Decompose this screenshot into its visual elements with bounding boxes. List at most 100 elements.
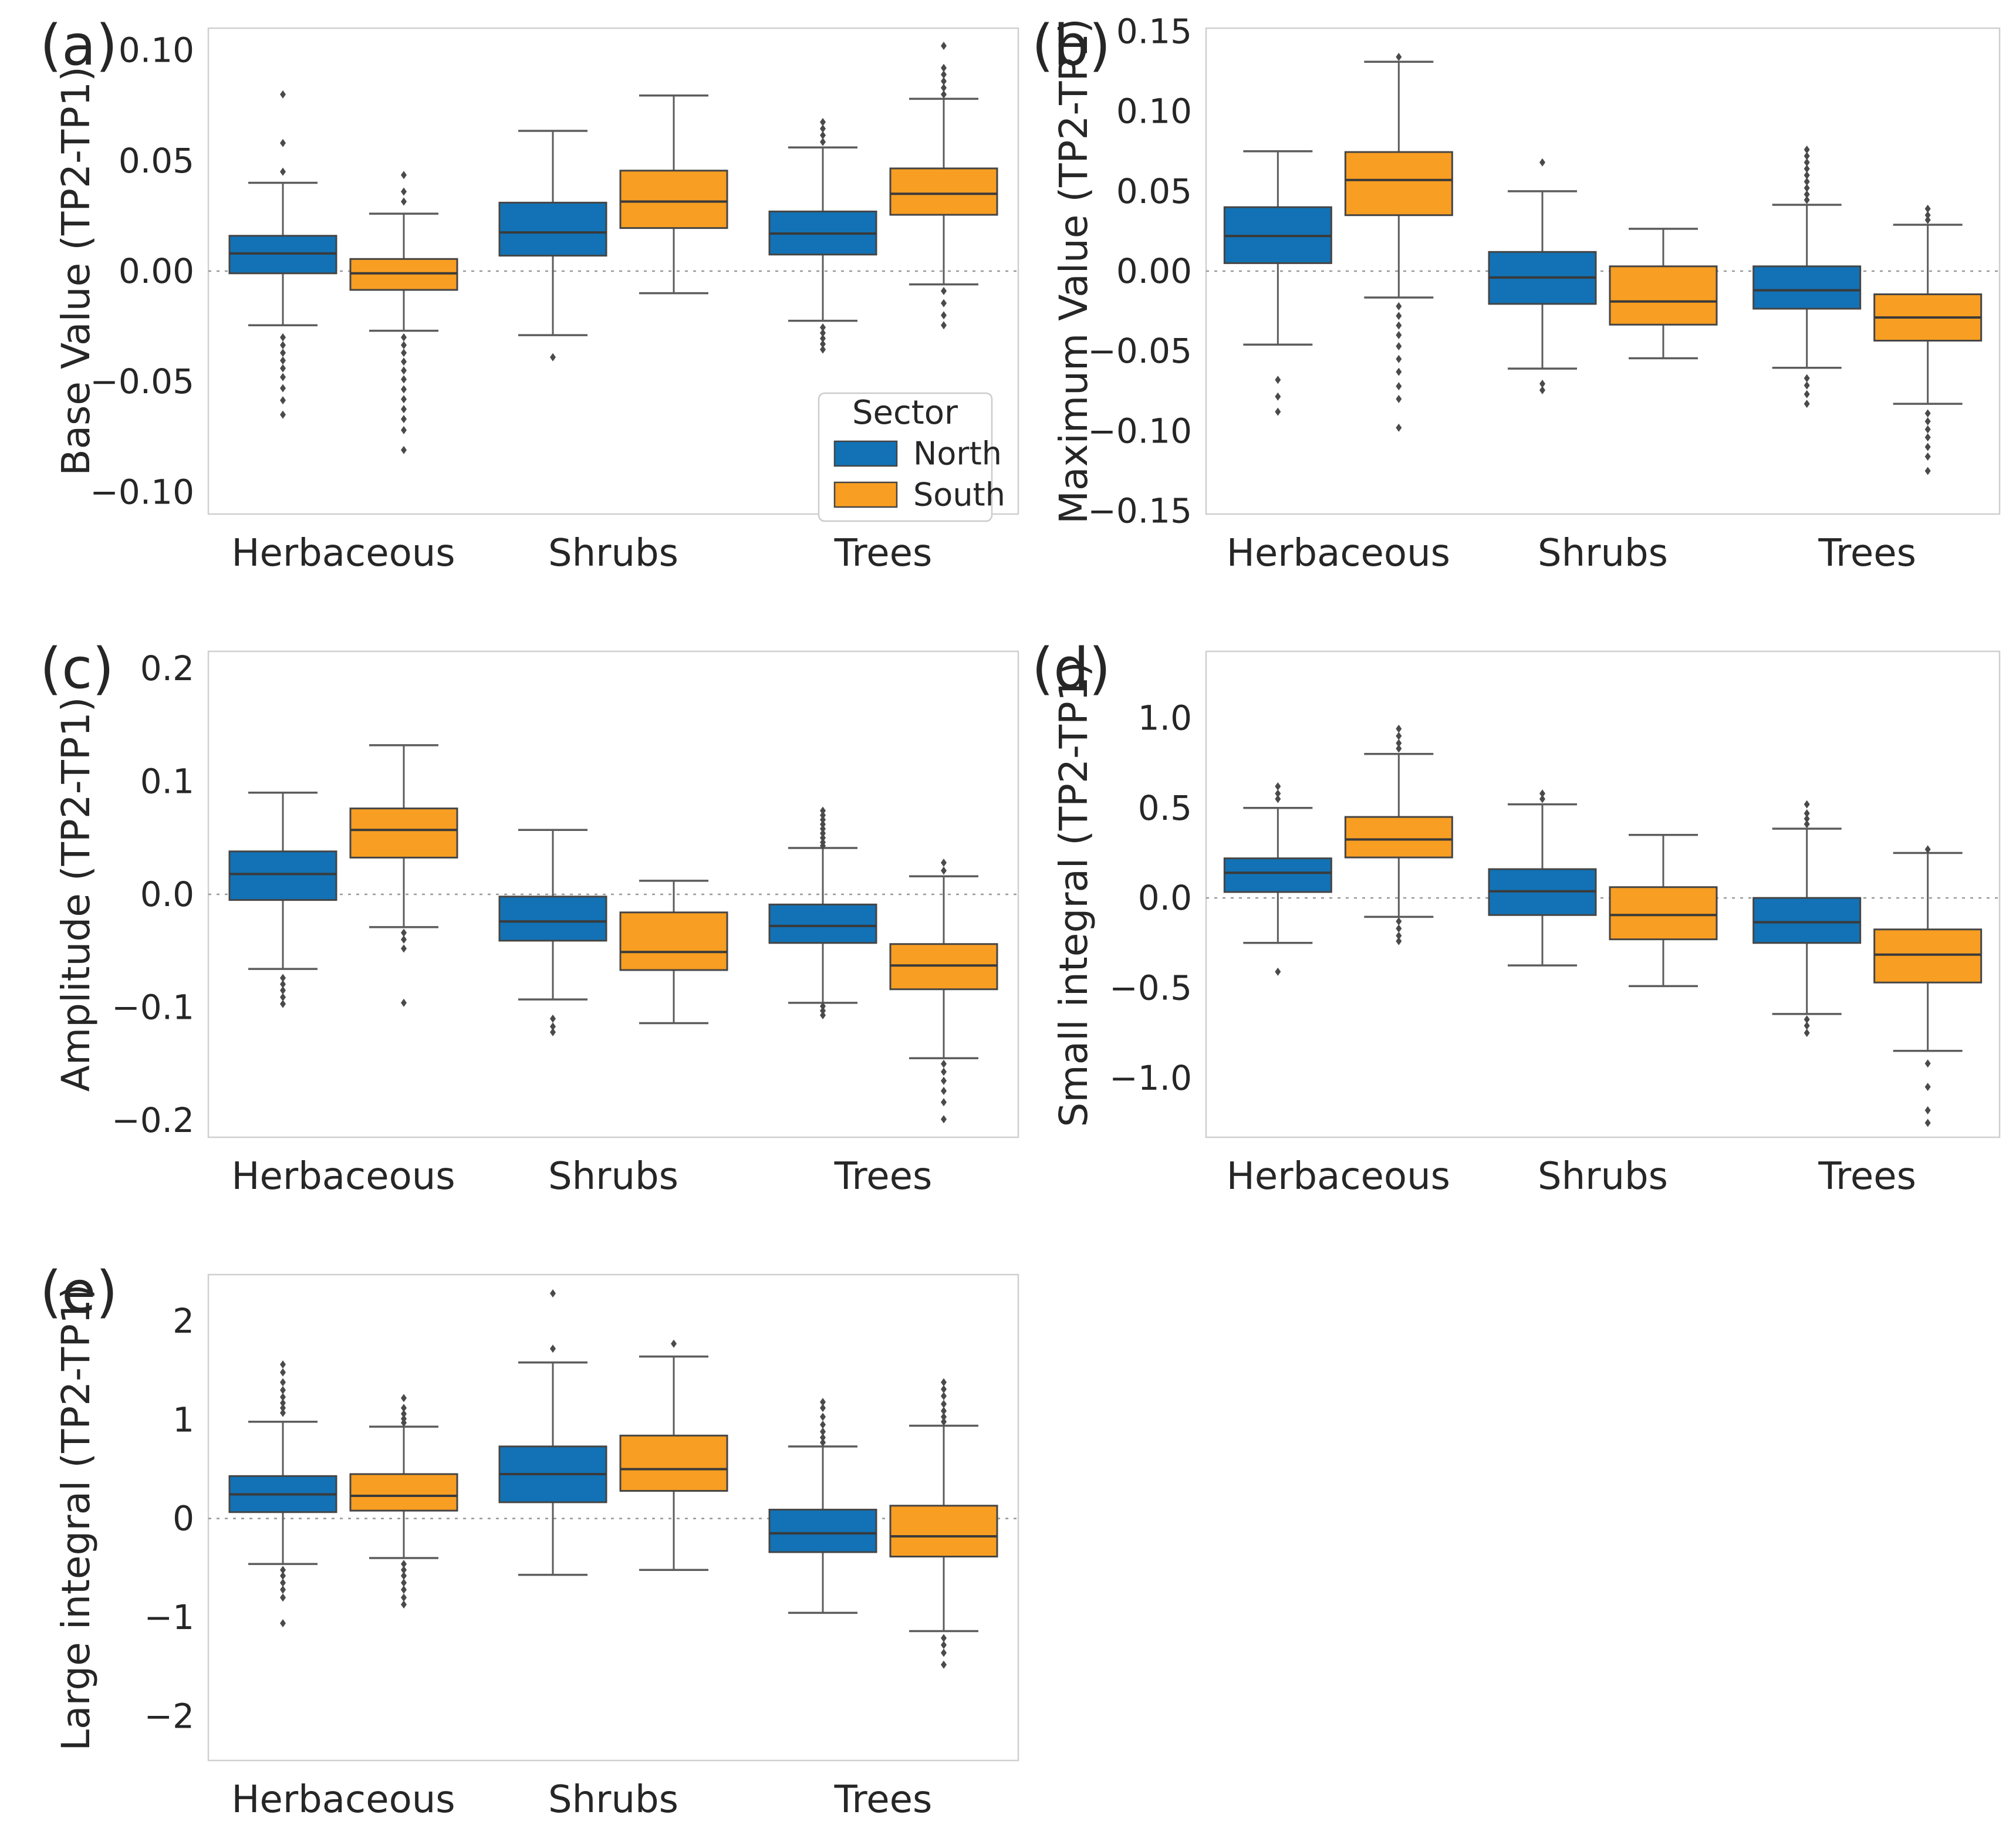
outlier-point [820,806,826,815]
outlier-point [941,1067,947,1076]
iqr-box [1752,265,1862,310]
iqr-box [889,1505,998,1557]
panel-letter-b: (b) [1032,13,1110,78]
outlier-point [280,1404,286,1413]
outlier-point [820,131,826,140]
x-tick-label-trees: Trees [1818,532,1916,575]
outlier-point [1396,342,1402,351]
outlier-point [1804,171,1810,180]
outlier-point [1275,789,1281,798]
panel-c: (c)Amplitude (TP2-TP1) 0.2 0.1 0.0 −0.1 −0.2 H… [40,637,1019,1198]
outlier-point [401,1560,407,1569]
y-axis-label: Large integral (TP2-TP1) [53,1284,99,1751]
outlier-point [941,1660,947,1669]
outlier-point [820,329,826,337]
y-axis-label: Small integral (TP2-TP1) [1051,661,1096,1127]
x-tick-label-trees: Trees [1818,1155,1916,1198]
outlier-point [401,171,407,180]
box-d-herbaceous-south [1344,724,1453,945]
outlier-point [280,1593,286,1602]
y-tick-label: 0 [173,1499,194,1539]
outlier-point [1804,184,1810,192]
box-d-herbaceous-north [1223,782,1332,976]
y-tick-label: −1.0 [1109,1058,1192,1098]
outlier-point [280,986,286,995]
outlier-point [1924,433,1931,442]
outlier-point [1924,417,1931,426]
outlier-point [1396,423,1402,432]
x-tick-label-trees: Trees [834,1155,933,1198]
y-tick-label: 0.5 [1138,788,1192,828]
outlier-point [941,1400,947,1408]
outlier-point [941,311,947,320]
outlier-point [280,1566,286,1574]
outlier-point [1539,795,1545,803]
outlier-point [1396,739,1402,748]
outlier-point [1539,158,1545,167]
outlier-point [820,1433,826,1442]
outlier-point [1804,195,1810,204]
box-a-trees-south [889,42,998,330]
outlier-point [280,410,286,419]
y-tick-label: 0.10 [119,31,194,70]
iqr-box [768,903,877,944]
box-d-trees-north [1752,800,1862,1038]
outlier-point [820,340,826,349]
outlier-point [1804,146,1810,154]
iqr-box [1609,265,1718,326]
iqr-box [619,911,728,971]
outlier-point [401,1600,407,1609]
y-tick-label: 0.0 [140,874,194,914]
outlier-point [280,1585,286,1594]
outlier-point [941,1641,947,1650]
outlier-point [1924,1059,1931,1068]
panel-letter-a: (a) [40,13,117,78]
x-tick-label-shrubs: Shrubs [548,1778,678,1822]
outlier-point [1924,1083,1931,1092]
x-tick-label-herbaceous: Herbaceous [1227,1155,1450,1198]
outlier-point [820,1427,826,1436]
y-axis-label: Base Value (TP2-TP1) [53,66,99,475]
outlier-point [1804,809,1810,817]
outlier-point [550,1022,556,1031]
outlier-point [820,1404,826,1413]
outlier-point [401,197,407,206]
outlier-point [1396,937,1402,945]
y-tick-label: 0.05 [119,141,194,181]
x-tick-label-shrubs: Shrubs [1538,1155,1668,1198]
outlier-point [820,815,826,824]
outlier-point [941,70,947,79]
outlier-point [941,1392,947,1400]
y-tick-label: −0.05 [1088,331,1192,371]
iqr-box [498,896,607,942]
outlier-point [1396,53,1402,62]
outlier-point [280,1408,286,1417]
outlier-point [401,415,407,424]
outlier-point [280,974,286,982]
outlier-point [1396,924,1402,933]
x-tick-label-herbaceous: Herbaceous [231,1778,455,1822]
outlier-point [941,286,947,295]
outlier-point [1804,164,1810,173]
panel-a: (a)Base Value (TP2-TP1) 0.10 0.05 0.00 −0.05… [40,13,1019,575]
outlier-point [1396,354,1402,363]
outlier-point [941,83,947,92]
outlier-point [1396,917,1402,925]
outlier-point [820,1413,826,1421]
box-e-herbaceous-south [349,1394,458,1609]
box-b-herbaceous-south [1344,53,1453,432]
outlier-point [1924,409,1931,418]
outlier-point [401,935,407,944]
outlier-point [401,341,407,350]
outlier-point [941,1407,947,1415]
box-e-herbaceous-north [228,1360,337,1628]
outlier-point [671,1339,677,1348]
outlier-point [820,1398,826,1407]
outlier-point [280,1386,286,1394]
y-tick-label: 0.05 [1116,171,1192,211]
outlier-point [401,357,407,366]
outlier-point [1924,1106,1931,1114]
y-tick-label: 0.15 [1116,11,1192,51]
outlier-point [550,1289,556,1297]
